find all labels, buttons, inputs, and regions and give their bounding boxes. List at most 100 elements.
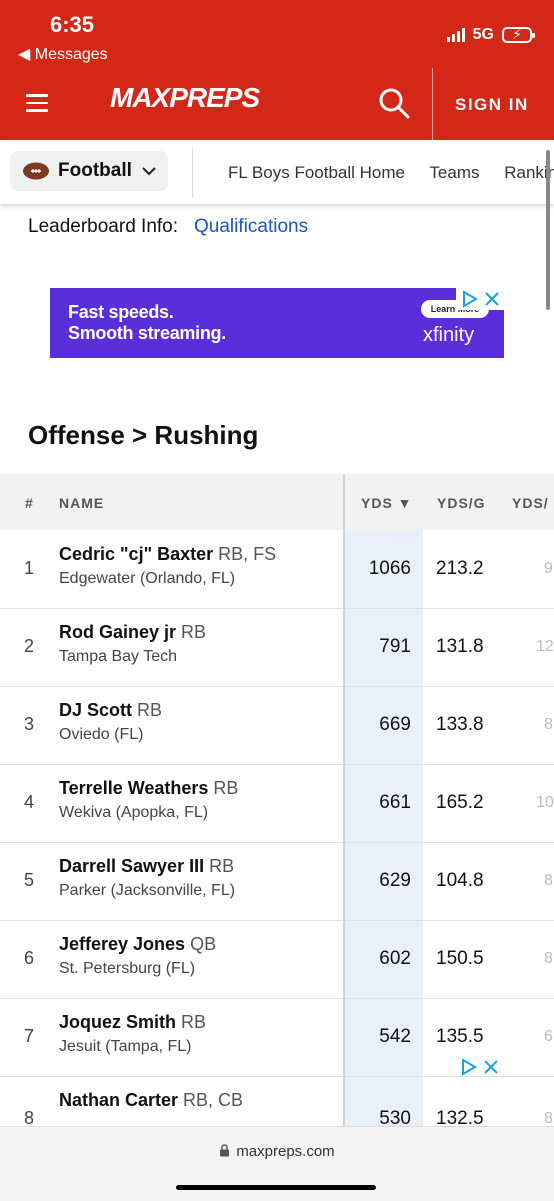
header-yds[interactable]: YDS ▼	[361, 495, 413, 511]
floating-ad-choices[interactable]	[458, 1056, 502, 1078]
table-row[interactable]: 7 Joquez Smith RB Jesuit (Tampa, FL) 542…	[0, 998, 554, 1077]
signal-icon	[446, 28, 465, 42]
player-name-line[interactable]: Rod Gainey jr RB	[59, 622, 206, 643]
row-yds: 629	[379, 870, 411, 891]
player-name-line[interactable]: Cedric "cj" Baxter RB, FS	[59, 544, 276, 565]
player-position: RB, CB	[183, 1090, 244, 1110]
row-yds-per-game: 135.5	[436, 1026, 484, 1047]
player-name[interactable]: Joquez Smith	[59, 1012, 177, 1032]
player-name[interactable]: Terrelle Weathers	[59, 778, 209, 798]
row-yds: 1066	[368, 558, 411, 579]
player-position: RB	[181, 1012, 207, 1032]
row-extra: 12	[536, 638, 554, 655]
player-name-line[interactable]: Terrelle Weathers RB	[59, 778, 238, 799]
lock-icon	[220, 1144, 230, 1157]
address-bar[interactable]: maxpreps.com	[0, 1143, 554, 1160]
row-extra: 9	[544, 560, 553, 577]
browser-bottom-bar: maxpreps.com	[0, 1126, 554, 1201]
table-row[interactable]: 6 Jefferey Jones QB St. Petersburg (FL) …	[0, 920, 554, 999]
nav-link-home[interactable]: FL Boys Football Home	[228, 163, 405, 182]
player-school: Parker (Jacksonville, FL)	[59, 882, 236, 899]
sorted-column-body	[343, 530, 423, 1126]
leaderboard-info-label: Leaderboard Info:	[28, 216, 179, 237]
header-rank: #	[25, 495, 34, 511]
ad-choices[interactable]	[456, 288, 504, 310]
row-rank: 6	[24, 948, 35, 968]
home-indicator[interactable]	[176, 1185, 376, 1190]
maxpreps-logo[interactable]: MAXPREPS	[110, 82, 260, 113]
section-title: Offense > Rushing	[28, 420, 259, 450]
player-position: RB	[137, 700, 163, 720]
header-yds-per-game[interactable]: YDS/G	[437, 495, 486, 511]
row-yds-per-game: 104.8	[436, 870, 484, 891]
table-row[interactable]: 8 Nathan Carter RB, CB 530 132.5 8	[0, 1076, 554, 1129]
back-to-messages[interactable]: ◀ Messages	[18, 46, 108, 63]
sports-nav-bar: Football	[0, 140, 554, 204]
sport-label: Football	[58, 160, 132, 181]
player-name-line[interactable]: Darrell Sawyer III RB	[59, 856, 234, 877]
qualifications-link[interactable]: Qualifications	[194, 216, 309, 237]
leaderboard-info: Leaderboard Info: Qualifications	[28, 216, 308, 238]
row-yds: 661	[379, 792, 411, 813]
row-rank: 4	[24, 792, 35, 812]
sign-in-button[interactable]: SIGN IN	[455, 95, 529, 114]
sticky-column-divider	[343, 474, 345, 1126]
row-extra: 10	[536, 794, 554, 811]
ad-line-2: Smooth streaming.	[68, 323, 226, 343]
table-row[interactable]: 2 Rod Gainey jr RB Tampa Bay Tech 791 13…	[0, 608, 554, 687]
player-position: RB, FS	[218, 544, 277, 564]
row-yds: 530	[379, 1108, 411, 1129]
player-name-line[interactable]: Nathan Carter RB, CB	[59, 1090, 243, 1111]
player-position: QB	[190, 934, 217, 954]
player-name[interactable]: Nathan Carter	[59, 1090, 179, 1110]
page-scrollbar[interactable]	[546, 150, 550, 310]
player-position: RB	[213, 778, 239, 798]
row-extra: 8	[544, 716, 553, 733]
header-name[interactable]: NAME	[59, 495, 105, 511]
battery-icon: ⚡	[502, 26, 535, 43]
player-name-line[interactable]: Joquez Smith RB	[59, 1012, 206, 1033]
player-school: St. Petersburg (FL)	[59, 960, 196, 977]
row-rank: 2	[24, 636, 35, 656]
row-rank: 1	[24, 558, 35, 578]
sport-selector[interactable]: Football	[10, 151, 168, 191]
row-yds: 542	[379, 1026, 411, 1047]
row-yds: 602	[379, 948, 411, 969]
player-name[interactable]: Darrell Sawyer III	[59, 856, 205, 876]
player-name-line[interactable]: Jefferey Jones QB	[59, 934, 216, 955]
player-school: Edgewater (Orlando, FL)	[59, 570, 236, 587]
table-row[interactable]: 3 DJ Scott RB Oviedo (FL) 669 133.8 8	[0, 686, 554, 765]
table-row[interactable]: 4 Terrelle Weathers RB Wekiva (Apopka, F…	[0, 764, 554, 843]
adchoices-icon[interactable]	[458, 1056, 502, 1078]
player-position: RB	[181, 622, 207, 642]
url-text: maxpreps.com	[236, 1143, 335, 1160]
player-name-line[interactable]: DJ Scott RB	[59, 700, 162, 721]
table-row[interactable]: 1 Cedric "cj" Baxter RB, FS Edgewater (O…	[0, 530, 554, 609]
football-icon	[23, 162, 49, 180]
ad-banner[interactable]: Fast speeds. Smooth streaming. Learn Mor…	[50, 288, 504, 358]
player-name[interactable]: Rod Gainey jr	[59, 622, 177, 642]
nav-link-rankings[interactable]: Rankin	[504, 163, 554, 182]
search-icon[interactable]	[378, 87, 410, 119]
nav-link-teams[interactable]: Teams	[429, 163, 480, 182]
player-school: Tampa Bay Tech	[59, 648, 177, 665]
table-row[interactable]: 5 Darrell Sawyer III RB Parker (Jacksonv…	[0, 842, 554, 921]
header-divider	[432, 68, 433, 140]
top-header: 6:35 ◀ Messages 5G ⚡ MAXPREPS SIGN IN	[0, 0, 554, 140]
player-name[interactable]: Cedric "cj" Baxter	[59, 544, 214, 564]
chevron-down-icon	[142, 167, 156, 176]
row-extra: 8	[544, 872, 553, 889]
header-yds-extra[interactable]: YDS/	[512, 495, 549, 511]
row-yds-per-game: 132.5	[436, 1108, 484, 1129]
row-rank: 3	[24, 714, 35, 734]
adchoices-icon[interactable]	[456, 288, 504, 310]
hamburger-menu-icon[interactable]	[26, 94, 48, 112]
table-header: # NAME YDS ▼ YDS/G YDS/	[0, 474, 554, 530]
row-yds-per-game: 150.5	[436, 948, 484, 969]
network-label: 5G	[472, 26, 494, 43]
row-yds-per-game: 213.2	[436, 558, 484, 579]
player-name[interactable]: Jefferey Jones	[59, 934, 186, 954]
row-rank: 5	[24, 870, 35, 890]
player-school: Oviedo (FL)	[59, 726, 144, 743]
player-name[interactable]: DJ Scott	[59, 700, 133, 720]
